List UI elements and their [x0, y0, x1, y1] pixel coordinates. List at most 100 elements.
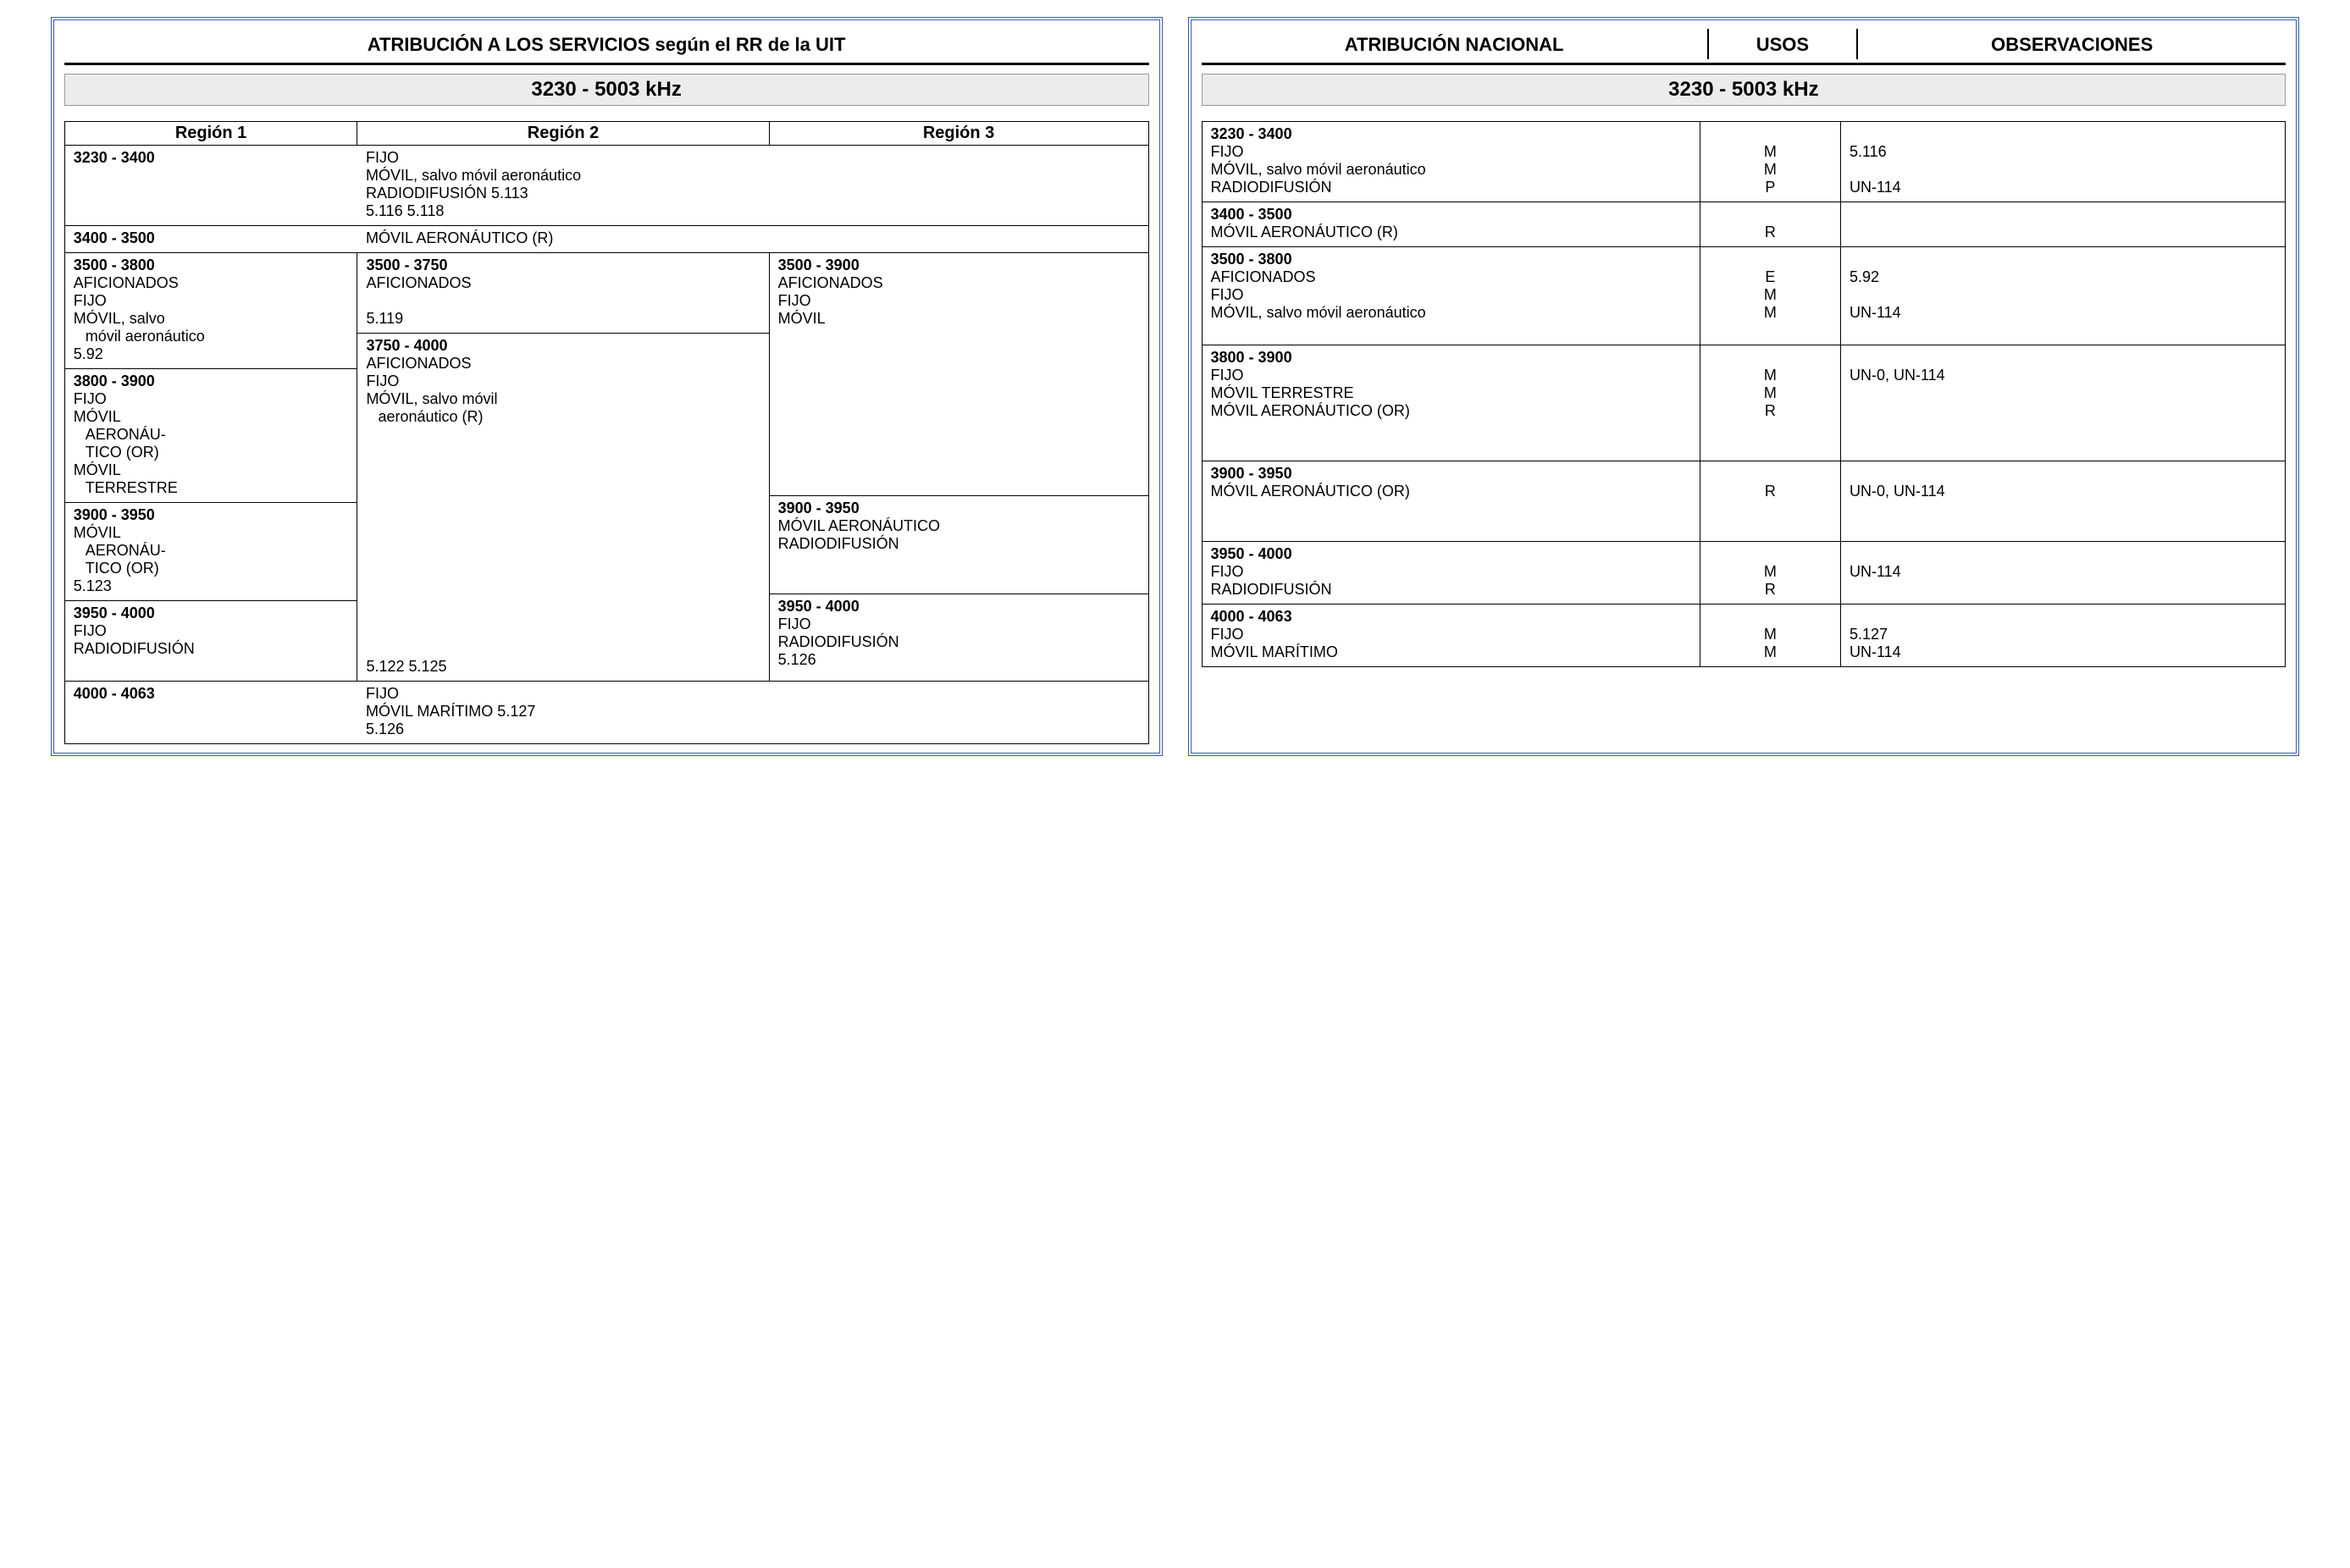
- range-text: 3500 - 3800: [1211, 251, 1691, 268]
- txt: AFICIONADOS: [778, 274, 1140, 292]
- txt: 3500 - 3900: [778, 257, 1140, 274]
- usos-text: E: [1709, 268, 1832, 286]
- svc-text: [1211, 438, 1691, 455]
- usos-cell: EMM: [1700, 247, 1841, 345]
- c1a: 3500 - 3800 AFICIONADOS FIJO MÓVIL, salv…: [65, 253, 357, 368]
- txt: FIJO: [74, 622, 349, 640]
- txt: 5.116 5.118: [366, 202, 1140, 220]
- row-4000: 4000 - 4063 FIJO MÓVIL MARÍTIMO 5.127 5.…: [65, 681, 1148, 743]
- c1d: 3950 - 4000 FIJO RADIODIFUSIÓN: [65, 600, 357, 681]
- c1b: 3800 - 3900 FIJO MÓVIL AERONÁU- TICO (OR…: [65, 368, 357, 502]
- txt: MÓVIL: [778, 310, 1140, 328]
- usos-text: [1709, 438, 1832, 455]
- range-text: 3230 - 3400: [1211, 125, 1691, 143]
- c1c: 3900 - 3950 MÓVIL AERONÁU- TICO (OR) 5.1…: [65, 502, 357, 600]
- txt: 5.92: [74, 345, 349, 363]
- usos-text: M: [1709, 367, 1832, 384]
- svc-text: MÓVIL AERONÁUTICO (OR): [1211, 483, 1691, 500]
- c2a: 3500 - 3750 AFICIONADOS 5.119: [357, 253, 768, 333]
- right-row: 3900 - 3950MÓVIL AERONÁUTICO (OR) R UN-0…: [1203, 461, 2286, 541]
- hdr-region3: Región 3: [770, 122, 1148, 146]
- usos-text: M: [1709, 384, 1832, 402]
- right-panel: ATRIBUCIÓN NACIONAL USOS OBSERVACIONES 3…: [1188, 17, 2300, 756]
- svc-cell: 3900 - 3950MÓVIL AERONÁUTICO (OR): [1203, 461, 1700, 541]
- page: ATRIBUCIÓN A LOS SERVICIOS según el RR d…: [17, 17, 2333, 756]
- right-row: 3230 - 3400FIJOMÓVIL, salvo móvil aeroná…: [1203, 122, 2286, 202]
- obs-text: [1850, 518, 2276, 536]
- txt: AERONÁU-: [74, 542, 349, 560]
- c2b: 3750 - 4000 AFICIONADOS FIJO MÓVIL, salv…: [357, 333, 768, 681]
- svc-text: MÓVIL TERRESTRE: [1211, 384, 1691, 402]
- hdr-usos: USOS: [1709, 29, 1859, 59]
- usos-cell: R: [1700, 461, 1841, 541]
- usos-text: M: [1709, 563, 1832, 581]
- txt: MÓVIL MARÍTIMO 5.127: [366, 703, 1140, 721]
- txt: 3900 - 3950: [778, 500, 1140, 517]
- txt: MÓVIL AERONÁUTICO (R): [366, 229, 1140, 247]
- left-band: 3230 - 5003 kHz: [64, 74, 1149, 106]
- cell-3230-body: FIJO MÓVIL, salvo móvil aeronáutico RADI…: [357, 146, 1148, 225]
- svc-text: [1211, 420, 1691, 438]
- txt: 4000 - 4063: [74, 685, 155, 702]
- txt: 5.123: [74, 577, 349, 595]
- svc-cell: 3950 - 4000FIJORADIODIFUSIÓN: [1203, 542, 1700, 604]
- range-text: 3900 - 3950: [1211, 465, 1691, 483]
- hdr-region2: Región 2: [357, 122, 769, 146]
- usos-text: R: [1709, 581, 1832, 599]
- usos-text: [1709, 420, 1832, 438]
- obs-text: [1850, 384, 2276, 402]
- obs-text: [1850, 286, 2276, 304]
- svc-text: MÓVIL AERONÁUTICO (OR): [1211, 402, 1691, 420]
- txt: móvil aeronáutico: [74, 328, 349, 345]
- usos-cell: R: [1700, 202, 1841, 246]
- right-band: 3230 - 5003 kHz: [1202, 74, 2286, 106]
- obs-cell: UN-0, UN-114: [1841, 461, 2285, 541]
- txt: TICO (OR): [74, 560, 349, 577]
- txt: AFICIONADOS: [366, 355, 760, 373]
- obs-text: [1850, 500, 2276, 518]
- txt: FIJO: [778, 292, 1140, 310]
- txt: TICO (OR): [74, 444, 349, 461]
- svc-text: MÓVIL, salvo móvil aeronáutico: [1211, 161, 1691, 179]
- txt: MÓVIL, salvo móvil: [366, 390, 760, 408]
- right-grid: 3230 - 3400 FIJO MÓVIL, salvo móvil aeroná…: [1202, 121, 2286, 667]
- txt: 3750 - 4000: [366, 337, 760, 355]
- obs-text: UN-114: [1850, 179, 2276, 196]
- usos-cell: MMR: [1700, 345, 1841, 461]
- obs-text: UN-114: [1850, 563, 2276, 581]
- obs-text: [1850, 224, 2276, 241]
- usos-text: M: [1709, 626, 1832, 643]
- obs-text: [1850, 402, 2276, 420]
- usos-text: M: [1709, 143, 1832, 161]
- txt: MÓVIL: [74, 461, 349, 479]
- usos-text: M: [1709, 286, 1832, 304]
- txt: 5.122 5.125: [366, 658, 760, 676]
- txt: AFICIONADOS: [366, 274, 760, 292]
- txt: AFICIONADOS: [74, 274, 349, 292]
- obs-text: [1850, 581, 2276, 599]
- txt: FIJO: [366, 373, 760, 390]
- obs-cell: 5.92 UN-114: [1841, 247, 2285, 345]
- row-complex: 3500 - 3800 AFICIONADOS FIJO MÓVIL, salv…: [65, 252, 1148, 681]
- obs-text: 5.127: [1850, 626, 2276, 643]
- txt: MÓVIL: [74, 408, 349, 426]
- c3b: 3900 - 3950 MÓVIL AERONÁUTICO RADIODIFUS…: [770, 495, 1148, 594]
- svc-cell: 4000 - 4063FIJOMÓVIL MARÍTIMO: [1203, 605, 1700, 666]
- right-row: 4000 - 4063FIJOMÓVIL MARÍTIMO MM 5.127UN…: [1203, 604, 2286, 666]
- usos-text: M: [1709, 643, 1832, 661]
- txt: 3800 - 3900: [74, 373, 349, 390]
- usos-text: [1709, 518, 1832, 536]
- txt: MÓVIL, salvo móvil aeronáutico: [366, 167, 1140, 185]
- svc-text: FIJO: [1211, 286, 1691, 304]
- cell-4000-body: FIJO MÓVIL MARÍTIMO 5.127 5.126: [357, 682, 1148, 743]
- txt: FIJO: [74, 292, 349, 310]
- obs-text: UN-114: [1850, 643, 2276, 661]
- txt: aeronáutico (R): [366, 408, 760, 426]
- c3c: 3950 - 4000 FIJO RADIODIFUSIÓN 5.126: [770, 594, 1148, 674]
- cell-3400-body: MÓVIL AERONÁUTICO (R): [357, 226, 1148, 252]
- svc-cell: 3400 - 3500MÓVIL AERONÁUTICO (R): [1203, 202, 1700, 246]
- txt: RADIODIFUSIÓN: [778, 633, 1140, 651]
- txt: 3500 - 3750: [366, 257, 760, 274]
- usos-text: M: [1709, 161, 1832, 179]
- col2-stack: 3500 - 3750 AFICIONADOS 5.119 3750 - 400…: [357, 253, 769, 681]
